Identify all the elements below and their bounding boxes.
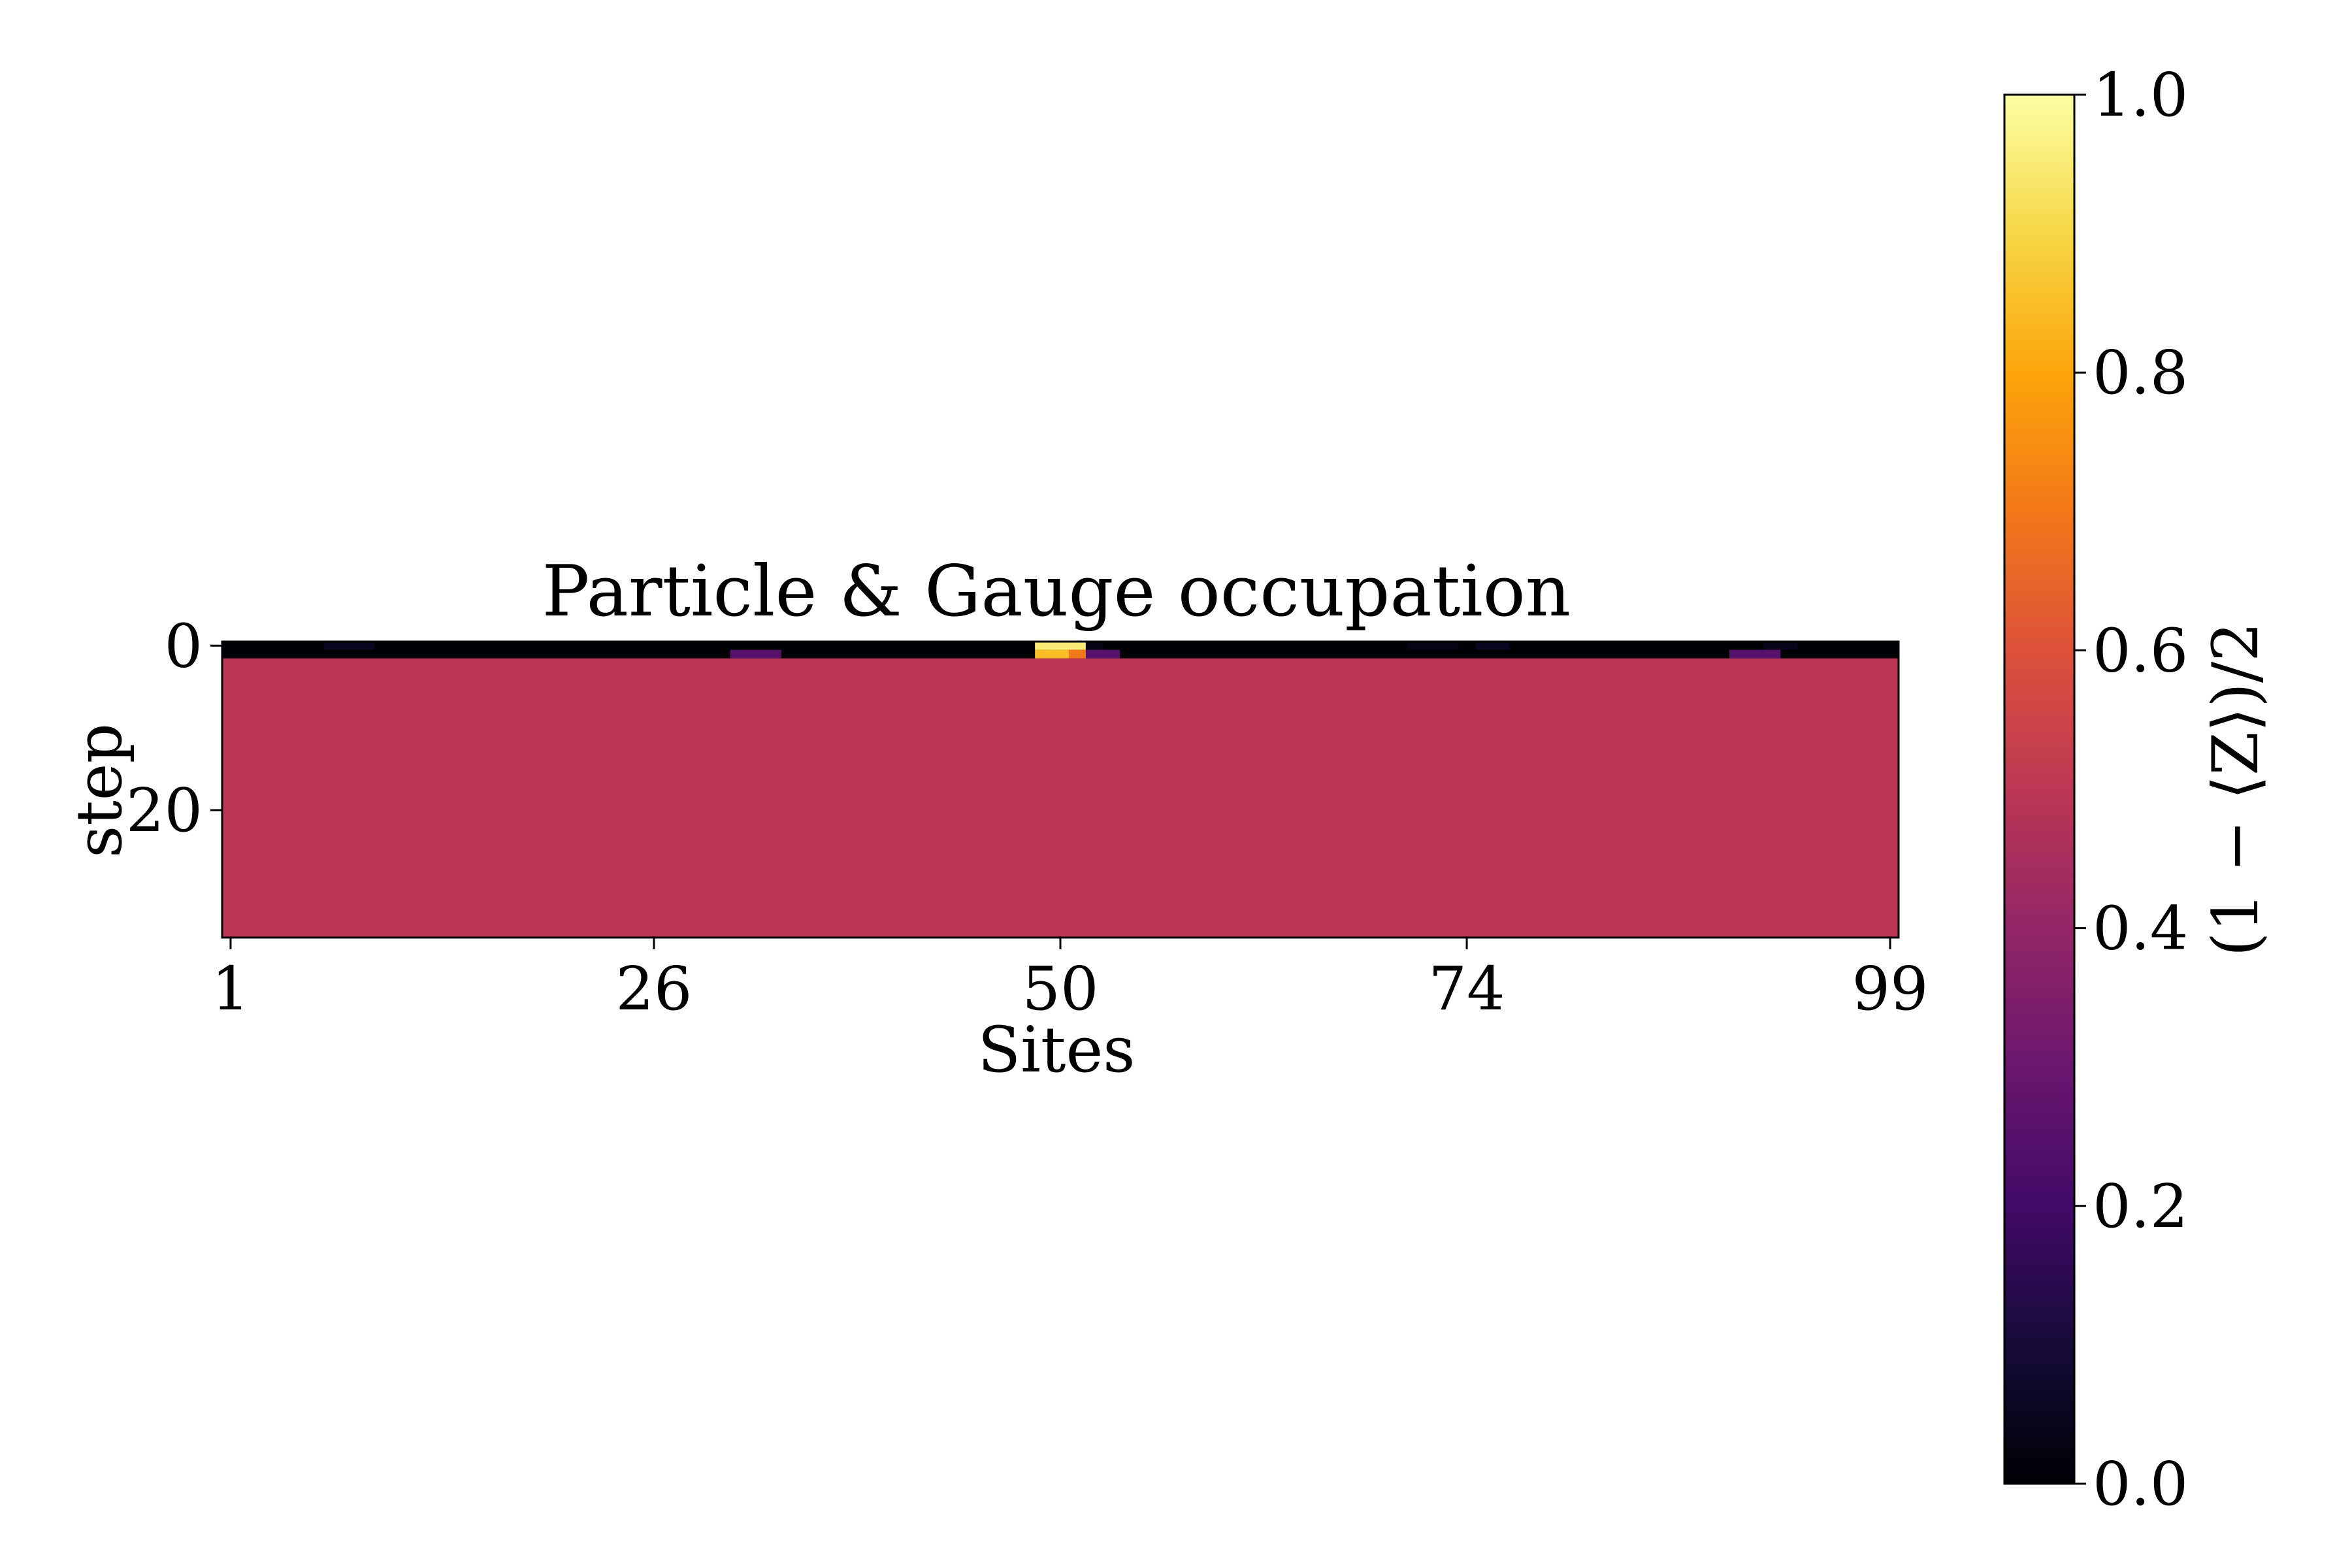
heatmap-cell — [1763, 642, 1781, 651]
heatmap-cell — [357, 642, 375, 651]
heatmap-cell — [730, 649, 747, 659]
colorbar-tick-label: 0.8 — [2093, 338, 2188, 408]
x-tick-label: 99 — [1852, 954, 1929, 1024]
heatmap-cell — [1052, 642, 1070, 651]
heatmap-cell — [1763, 649, 1781, 659]
heatmap-cell — [1492, 642, 1510, 651]
colorbar-frame — [2003, 93, 2076, 1485]
heatmap-cells — [222, 642, 1899, 659]
heatmap-cell — [1052, 649, 1070, 659]
heatmap-cell — [1035, 649, 1053, 659]
heatmap-cell — [1441, 642, 1459, 651]
x-tick-label: 1 — [212, 954, 250, 1024]
colorbar-ticks: 0.0 0.2 0.4 0.6 0.8 1.0 — [2074, 60, 2188, 1519]
heatmap-cell — [340, 642, 358, 651]
x-axis-label: Sites — [977, 1013, 1135, 1086]
heatmap-cell — [1780, 642, 1797, 651]
heatmap-cell — [764, 649, 781, 659]
y-axis-ticks: 0 20 — [126, 611, 222, 845]
x-tick-label: 26 — [615, 954, 692, 1024]
colorbar: 0.0 0.2 0.4 0.6 0.8 1.0 (1 − ⟨Z⟩)/2 — [2003, 60, 2272, 1519]
y-tick-label: 20 — [126, 776, 203, 845]
heatmap-cell — [1085, 649, 1103, 659]
colorbar-label: (1 − ⟨Z⟩)/2 — [2199, 622, 2272, 956]
heatmap-cell — [1068, 642, 1086, 651]
y-tick-label: 0 — [164, 611, 203, 681]
heatmap-cell — [323, 642, 341, 651]
heatmap-cell — [1102, 649, 1120, 659]
heatmap-cell — [1085, 642, 1103, 651]
heatmap-cell — [1068, 649, 1086, 659]
x-axis-ticks: 1 26 50 74 99 — [212, 938, 1929, 1024]
x-tick-label: 50 — [1022, 954, 1098, 1024]
chart-title: Particle & Gauge occupation — [542, 551, 1571, 632]
heatmap-cell — [1729, 649, 1747, 659]
colorbar-tick-label: 0.2 — [2093, 1171, 2188, 1241]
heatmap-cell — [1035, 642, 1053, 651]
colorbar-gradient — [2004, 95, 2074, 1484]
x-tick-label: 74 — [1429, 954, 1505, 1024]
heatmap-cell — [1746, 649, 1764, 659]
colorbar-tick-label: 1.0 — [2093, 60, 2188, 130]
heatmap-cell — [1424, 642, 1442, 651]
colorbar-tick-label: 0.4 — [2093, 894, 2188, 964]
heatmap-cell — [1407, 642, 1425, 651]
heatmap-plot-area — [221, 640, 1900, 939]
y-axis-label: step — [63, 723, 136, 858]
heatmap-cell — [1475, 642, 1493, 651]
heatmap-background — [222, 642, 1899, 938]
colorbar-tick-label: 0.0 — [2093, 1449, 2188, 1519]
heatmap-cell — [747, 649, 764, 659]
colorbar-tick-label: 0.6 — [2093, 615, 2188, 685]
